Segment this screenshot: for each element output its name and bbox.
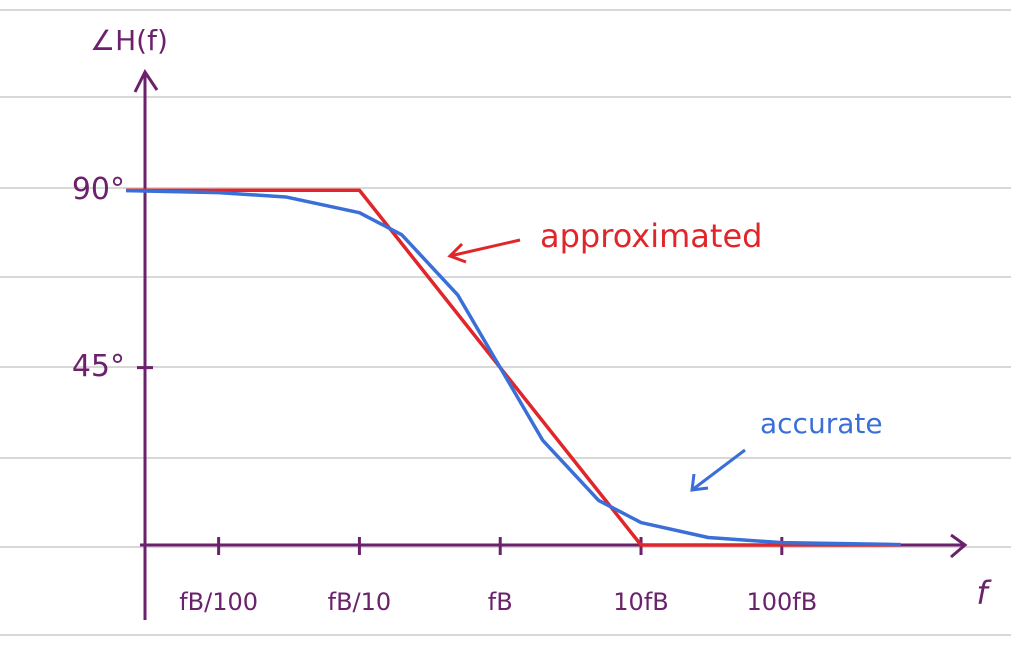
data-line: [125, 188, 901, 547]
x-axis-arrow: [950, 533, 968, 559]
y-tick-label: 90°: [72, 172, 125, 207]
x-tick-label: 10fB: [613, 588, 668, 616]
annotation-arrow: [449, 238, 521, 258]
annotation-arrow-head: [447, 242, 467, 264]
y-tick-label: 45°: [72, 349, 125, 384]
x-tick-label: fB: [488, 588, 513, 616]
y-axis-arrow: [133, 69, 159, 93]
annotation-arrow: [691, 448, 746, 492]
x-tick-label: 100fB: [746, 588, 817, 616]
legend-label: approximated: [540, 217, 762, 255]
annotation-arrow-head: [690, 473, 709, 492]
x-axis-label: f: [976, 574, 992, 612]
legend-label: accurate: [760, 407, 883, 440]
x-tick-label: fB/100: [179, 588, 258, 616]
notebook-rules: [0, 9, 1011, 636]
x-tick-label: fB/10: [328, 588, 392, 616]
y-axis-label: ∠H(f): [90, 24, 168, 57]
